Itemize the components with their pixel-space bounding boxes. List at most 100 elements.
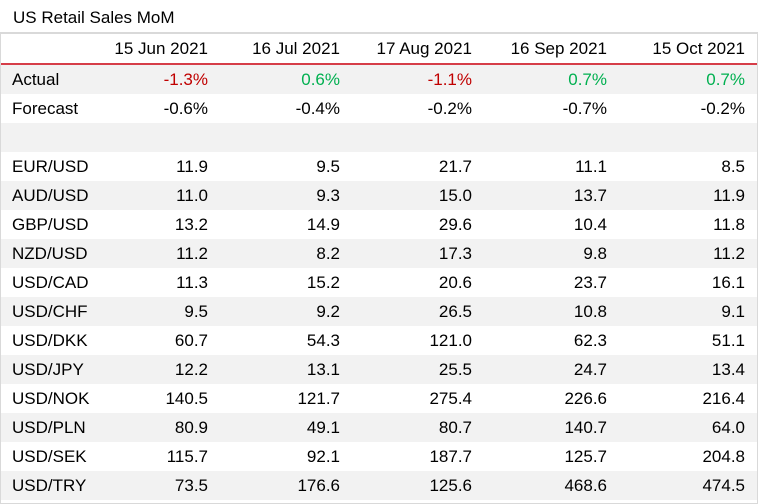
table-cell: 49.1 [220,413,352,442]
column-header: 15 Oct 2021 [619,33,757,65]
table-cell: 12.2 [88,355,220,384]
forecast-cell: -0.2% [427,99,472,118]
table-cell: 21.7 [438,157,472,176]
row-label: USD/TRY [1,471,88,500]
actual-cell: -1.3% [88,64,220,94]
table-cell: 125.6 [352,471,484,500]
table-cell: 11.2 [88,239,220,268]
row-label: AUD/USD [1,181,89,210]
row-label: USD/CAD [12,273,89,292]
table-cell: 11.1 [575,157,607,176]
row-label: Forecast [12,99,79,118]
actual-cell: 0.6% [220,64,352,94]
actual-cell: -1.1% [352,64,484,94]
table-row: USD/CHF 9.5 9.2 26.5 10.8 9.1 [1,297,757,326]
table-cell: 140.7 [484,413,619,442]
table-cell: 11.8 [713,215,745,234]
table-cell: 8.5 [721,157,745,176]
row-label: USD/DKK [12,331,88,350]
table-cell: 17.3 [352,239,484,268]
table-cell: 54.3 [306,331,340,350]
table-row: GBP/USD 13.2 14.9 29.6 10.4 11.8 [1,210,757,239]
forecast-cell: -0.2% [700,99,745,118]
forecast-cell: -0.6% [163,99,208,118]
table-title: US Retail Sales MoM [13,8,175,27]
table-cell: 62.3 [573,331,607,350]
header-corner [1,33,88,65]
table-cell: 10.4 [573,215,607,234]
header-row: 15 Jun 2021 16 Jul 2021 17 Aug 2021 16 S… [1,33,757,65]
table-cell: 29.6 [438,215,472,234]
actual-row: Actual -1.3% 0.6% -1.1% 0.7% 0.7% [1,64,757,94]
table-cell: 226.6 [564,389,607,408]
table-cell: 121.0 [429,331,472,350]
table-cell: 51.1 [711,331,745,350]
table-cell: 468.6 [484,471,619,500]
table-row: EUR/USD 11.9 9.5 21.7 11.1 8.5 [1,152,757,181]
table-cell: 187.7 [429,447,472,466]
row-label: USD/CHF [1,297,88,326]
table-cell: 9.2 [220,297,352,326]
table-cell: 8.2 [220,239,352,268]
table-cell: 13.2 [174,215,208,234]
table-cell: 121.7 [297,389,340,408]
table-cell: 140.5 [165,389,208,408]
forecast-cell: -0.7% [562,99,607,118]
table-row: USD/NOK 140.5 121.7 275.4 226.6 216.4 [1,384,757,413]
table-cell: 13.7 [484,181,619,210]
row-label: USD/SEK [12,447,87,466]
column-header: 17 Aug 2021 [352,33,484,65]
table-cell: 10.8 [484,297,619,326]
table-cell: 25.5 [352,355,484,384]
table-cell: 13.1 [220,355,352,384]
table-cell: 23.7 [573,273,607,292]
table-cell: 80.9 [88,413,220,442]
table-cell: 15.0 [352,181,484,210]
table-cell: 125.7 [564,447,607,466]
table-cell: 275.4 [429,389,472,408]
table-cell: 474.5 [619,471,757,500]
table-cell: 11.3 [176,273,208,292]
table-cell: 11.9 [176,157,208,176]
table-cell: 80.7 [352,413,484,442]
table-row: USD/TRY 73.5 176.6 125.6 468.6 474.5 [1,471,757,500]
spacer-row [1,123,757,152]
column-header: 15 Jun 2021 [88,33,220,65]
table-cell: 9.5 [316,157,340,176]
table-cell: 13.4 [619,355,757,384]
table-cell: 11.0 [88,181,220,210]
column-header: 16 Jul 2021 [220,33,352,65]
retail-sales-table: 15 Jun 2021 16 Jul 2021 17 Aug 2021 16 S… [1,33,757,500]
table-cell: 216.4 [702,389,745,408]
table-row: USD/PLN 80.9 49.1 80.7 140.7 64.0 [1,413,757,442]
table-cell: 204.8 [702,447,745,466]
table-cell: 26.5 [352,297,484,326]
row-label: NZD/USD [1,239,88,268]
actual-cell: 0.7% [619,64,757,94]
row-label: GBP/USD [12,215,89,234]
table-row: USD/SEK 115.7 92.1 187.7 125.7 204.8 [1,442,757,471]
forecast-cell: -0.4% [295,99,340,118]
table-cell: 20.6 [438,273,472,292]
row-label: USD/PLN [1,413,88,442]
forecast-row: Forecast -0.6% -0.4% -0.2% -0.7% -0.2% [1,94,757,123]
table-row: NZD/USD 11.2 8.2 17.3 9.8 11.2 [1,239,757,268]
table-row: AUD/USD 11.0 9.3 15.0 13.7 11.9 [1,181,757,210]
table-cell: 9.3 [220,181,352,210]
row-label: EUR/USD [12,157,89,176]
row-label: Actual [1,64,88,94]
table-cell: 60.7 [174,331,208,350]
table-cell: 16.1 [711,273,745,292]
spacer-cell [1,123,757,152]
table-cell: 73.5 [88,471,220,500]
table-cell: 14.9 [306,215,340,234]
column-header: 16 Sep 2021 [484,33,619,65]
table-cell: 9.8 [484,239,619,268]
table-cell: 92.1 [306,447,340,466]
table-cell: 15.2 [306,273,340,292]
table-cell: 176.6 [220,471,352,500]
table-cell: 11.2 [619,239,757,268]
row-label: USD/JPY [1,355,88,384]
actual-cell: 0.7% [484,64,619,94]
table-row: USD/DKK 60.7 54.3 121.0 62.3 51.1 [1,326,757,355]
